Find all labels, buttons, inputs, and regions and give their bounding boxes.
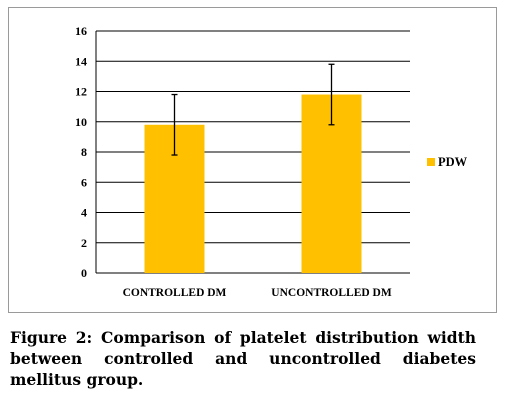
y-tick-label: 8: [81, 145, 87, 159]
gridlines: [95, 30, 410, 274]
y-tick-label: 10: [75, 115, 87, 129]
legend-label-pdw: PDW: [438, 155, 468, 169]
y-tick-label: 6: [81, 175, 87, 189]
x-axis-categories: CONTROLLED DM UNCONTROLLED DM: [123, 287, 392, 299]
bars: [144, 63, 362, 274]
x-category-label: CONTROLLED DM: [123, 287, 227, 299]
y-tick-label: 12: [75, 85, 87, 99]
chart-frame: [8, 7, 497, 313]
y-tick-label: 14: [75, 54, 87, 68]
figure-caption: Figure 2: Comparison of platelet distrib…: [10, 328, 476, 389]
y-tick-label: 2: [81, 236, 87, 250]
y-axis-ticks: 0 2 4 6 8 10 12 14 16: [75, 24, 87, 280]
legend-swatch-pdw: [427, 158, 435, 166]
y-tick-label: 16: [75, 24, 87, 38]
pdw-bar-chart: 0 2 4 6 8 10 12 14 16 CONTROLLED DM UNCONTROLLED …: [75, 24, 468, 299]
x-category-label: UNCONTROLLED DM: [271, 287, 392, 299]
y-tick-label: 0: [81, 266, 87, 280]
y-tick-label: 4: [81, 206, 87, 220]
legend: PDW: [427, 155, 468, 169]
